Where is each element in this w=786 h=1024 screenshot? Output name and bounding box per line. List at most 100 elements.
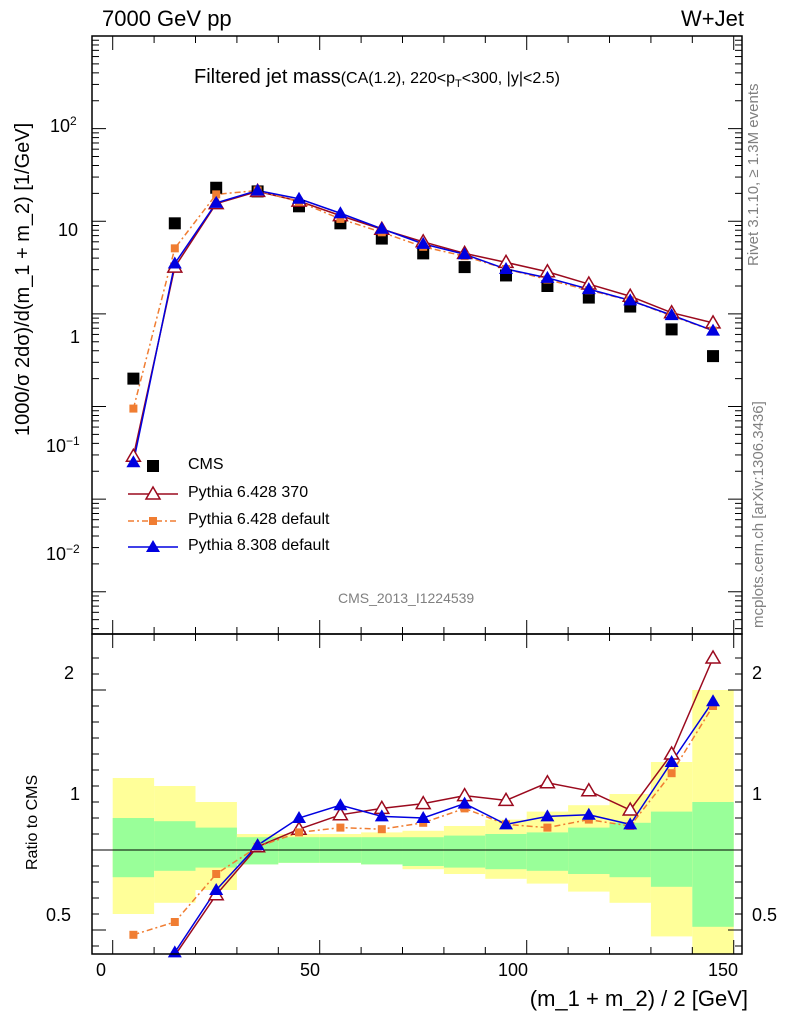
- ratio-point-s2-12: [623, 817, 638, 830]
- ratio-point-s1-13: [667, 769, 676, 778]
- energy-label: 7000 GeV pp: [102, 6, 232, 31]
- ratio-tick-05-right: 0.5: [752, 905, 778, 925]
- ratio-point-s0-10: [539, 774, 556, 789]
- ratio-point-s2-8: [457, 796, 472, 809]
- main-point-s3-0: [126, 455, 141, 468]
- main-point-s2-5: [336, 214, 345, 223]
- band-inner-9: [485, 834, 527, 870]
- main-point-s0-14: [707, 350, 720, 363]
- legend-label-p8: Pythia 8.308 default: [188, 537, 330, 554]
- main-point-s0-9: [500, 269, 513, 282]
- ratio-point-s1-5: [336, 823, 345, 832]
- ratio-point-s2-3: [250, 838, 265, 851]
- main-point-s0-8: [458, 261, 471, 274]
- chart-title: Filtered jet mass(CA(1.2), 220<pT<300, |…: [194, 66, 560, 90]
- band-inner-1: [154, 821, 196, 871]
- ratio-point-s0-14: [704, 649, 722, 664]
- legend-marker-2: [149, 517, 157, 525]
- legend-marker-3: [146, 540, 160, 552]
- main-line-series-1: [132, 190, 714, 457]
- ratio-point-s1-6: [377, 825, 386, 834]
- main-point-s0-13: [665, 323, 678, 336]
- ratio-point-s2-2: [209, 883, 224, 895]
- main-point-s2-2: [212, 190, 221, 199]
- band-inner-8: [443, 835, 486, 868]
- band-inner-6: [361, 837, 403, 865]
- main-point-s0-0: [127, 372, 140, 385]
- band-inner-0: [112, 818, 155, 878]
- process-label: W+Jet: [681, 6, 744, 31]
- main-point-s3-4: [292, 191, 307, 204]
- title-main: Filtered jet mass: [194, 66, 341, 88]
- main-point-s3-7: [416, 236, 431, 249]
- band-inner-13: [650, 811, 693, 887]
- ratio-tick-1-left: 1: [70, 784, 81, 804]
- main-point-s3-9: [499, 262, 514, 275]
- main-point-s3-13: [664, 308, 679, 321]
- ratio-point-s0-7: [414, 795, 432, 810]
- legend: [128, 460, 178, 552]
- ratio-point-s2-7: [416, 811, 431, 823]
- main-point-s2-0: [129, 404, 138, 413]
- ratio-point-s2-14: [706, 694, 721, 707]
- main-point-s3-8: [457, 247, 472, 260]
- y-tick-1e-1: 10−1: [46, 434, 80, 456]
- legend-label-p6-370: Pythia 6.428 370: [188, 484, 309, 501]
- y-tick-1: 1: [70, 327, 81, 347]
- ratio-point-s2-9: [499, 817, 514, 830]
- main-point-s3-10: [540, 270, 555, 283]
- ratio-point-s0-9: [497, 791, 515, 807]
- ratio-point-s2-11: [581, 807, 596, 820]
- band-inner-14: [692, 802, 734, 927]
- ratio-point-s0-5: [332, 806, 349, 821]
- legend-marker-1: [144, 485, 162, 500]
- ratio-point-s0-11: [580, 782, 598, 797]
- main-point-s3-12: [623, 293, 638, 306]
- ratio-frame: [91, 633, 743, 955]
- ratio-point-s1-10: [543, 823, 552, 832]
- band-inner-11: [568, 827, 610, 874]
- x-axis-label: (m_1 + m_2) / 2 [GeV]: [529, 986, 748, 1011]
- legend-label-cms: CMS: [188, 456, 224, 473]
- y-tick-1e2: 102: [50, 114, 77, 136]
- main-point-s3-3: [250, 183, 265, 196]
- legend-label-p6-default: Pythia 6.428 default: [188, 511, 330, 528]
- watermark: CMS_2013_I1224539: [338, 590, 475, 606]
- main-point-s0-1: [168, 217, 181, 230]
- title-sub: (CA(1.2), 220<pT<300, |y|<2.5): [340, 70, 560, 91]
- ratio-point-s1-1: [170, 918, 179, 926]
- band-inner-10: [526, 832, 569, 871]
- x-tick-50: 50: [300, 960, 321, 980]
- y-tick-10: 10: [58, 220, 79, 240]
- main-point-s3-1: [167, 256, 182, 269]
- ratio-point-s2-5: [333, 798, 348, 811]
- y-axis-label-main: 1000/σ 2dσ)/d(m_1 + m_2) [1/GeV]: [12, 122, 34, 436]
- main-point-s3-6: [374, 221, 389, 234]
- main-line-series-3: [132, 189, 714, 463]
- main-point-s3-11: [581, 282, 596, 295]
- x-tick-0: 0: [96, 960, 107, 980]
- x-tick-150: 150: [708, 960, 739, 980]
- x-tick-100: 100: [498, 960, 529, 980]
- ratio-point-s1-2: [212, 870, 221, 878]
- main-point-s3-5: [333, 206, 348, 219]
- axes-frame: [91, 35, 743, 955]
- main-point-s2-1: [170, 244, 179, 253]
- y-axis-label-ratio: Ratio to CMS: [24, 774, 41, 870]
- band-inner-2: [195, 827, 237, 868]
- rivet-version: Rivet 3.1.10, ≥ 1.3M events: [745, 83, 762, 267]
- ratio-point-s2-4: [292, 811, 307, 823]
- ratio-tick-1-right: 1: [752, 784, 763, 804]
- main-point-s0-11: [582, 291, 595, 304]
- y-tick-1e-2: 10−2: [46, 542, 80, 564]
- ratio-tick-2-right: 2: [752, 663, 763, 683]
- ratio-point-s2-10: [540, 809, 555, 822]
- ratio-tick-05-left: 0.5: [46, 905, 72, 925]
- mcplots-credit: mcplots.cern.ch [arXiv:1306.3436]: [750, 401, 767, 628]
- ratio-point-s1-4: [295, 828, 304, 837]
- legend-marker-0: [147, 460, 159, 472]
- ratio-tick-2-left: 2: [64, 663, 75, 683]
- ratio-point-s0-12: [621, 801, 639, 816]
- ratio-point-s2-6: [374, 809, 389, 822]
